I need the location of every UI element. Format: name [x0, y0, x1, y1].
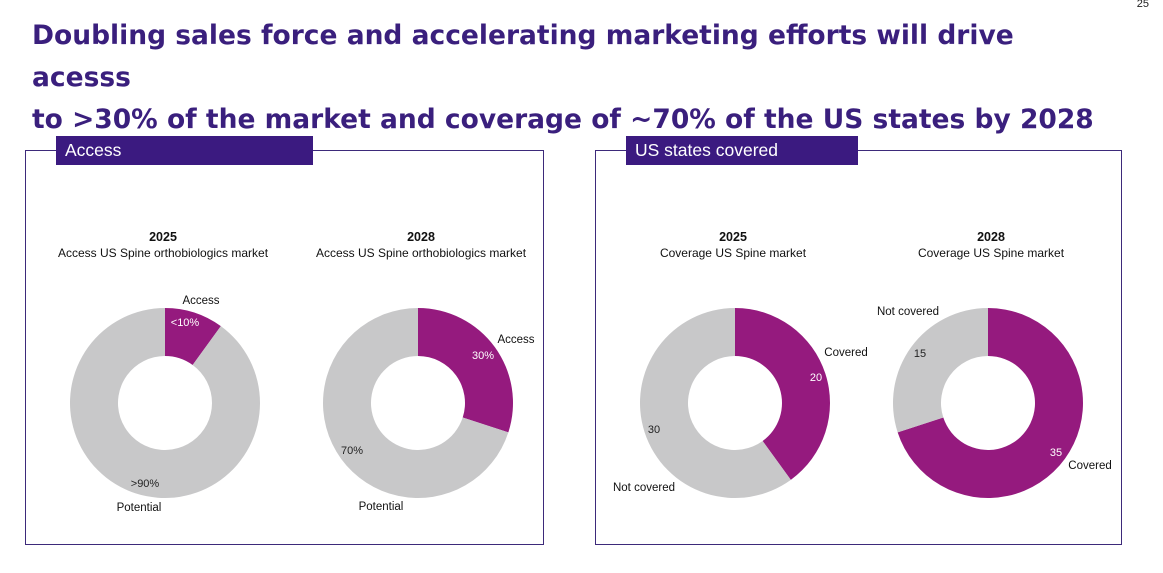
slide-title: Doubling sales force and accelerating ma…	[32, 15, 1112, 141]
slice-value-label: 15	[914, 348, 926, 360]
slice-name-label: Not covered	[877, 306, 939, 318]
donut-slice-not-covered	[640, 308, 791, 499]
chart-year-label: 2028	[977, 230, 1005, 244]
donut-slice-covered	[735, 308, 831, 480]
slice-value-label: 30%	[472, 350, 494, 362]
slice-value-label: 70%	[341, 445, 363, 457]
title-line-1: Doubling sales force and accelerating ma…	[32, 20, 1014, 93]
slice-name-label: Potential	[359, 501, 404, 513]
donut-slice-potential	[323, 308, 509, 499]
slice-value-label: 35	[1050, 447, 1062, 459]
chart-subtitle: Access US Spine orthobiologics market	[58, 246, 269, 260]
donut-slice-not-covered	[893, 308, 988, 433]
donut-slice-covered	[897, 308, 1084, 498]
chart-subtitle: Coverage US Spine market	[660, 246, 807, 260]
chart-subtitle: Coverage US Spine market	[918, 246, 1065, 260]
slice-value-label: 20	[810, 372, 822, 384]
slice-value-label: <10%	[171, 317, 200, 329]
states-panel-header: US states covered	[626, 136, 858, 165]
slice-name-label: Access	[497, 334, 534, 346]
title-line-2: to >30% of the market and coverage of ~7…	[32, 104, 1094, 135]
chart-subtitle: Access US Spine orthobiologics market	[316, 246, 527, 260]
page-number: 25	[1136, 0, 1149, 10]
donut-slice-potential	[70, 308, 261, 498]
chart-year-label: 2028	[407, 230, 435, 244]
slice-value-label: >90%	[131, 478, 160, 490]
slice-name-label: Covered	[824, 347, 867, 359]
access-panel: Access	[25, 136, 544, 545]
slice-name-label: Potential	[117, 502, 162, 514]
access-panel-header: Access	[56, 136, 313, 165]
slice-value-label: 30	[648, 424, 660, 436]
donut-slice-access	[165, 308, 221, 365]
states-panel: US states covered	[595, 136, 1122, 545]
slice-name-label: Not covered	[613, 482, 675, 494]
donut-slice-access	[418, 308, 513, 433]
chart-year-label: 2025	[719, 230, 747, 244]
slice-name-label: Covered	[1068, 460, 1111, 472]
chart-year-label: 2025	[149, 230, 177, 244]
slice-name-label: Access	[182, 295, 219, 307]
